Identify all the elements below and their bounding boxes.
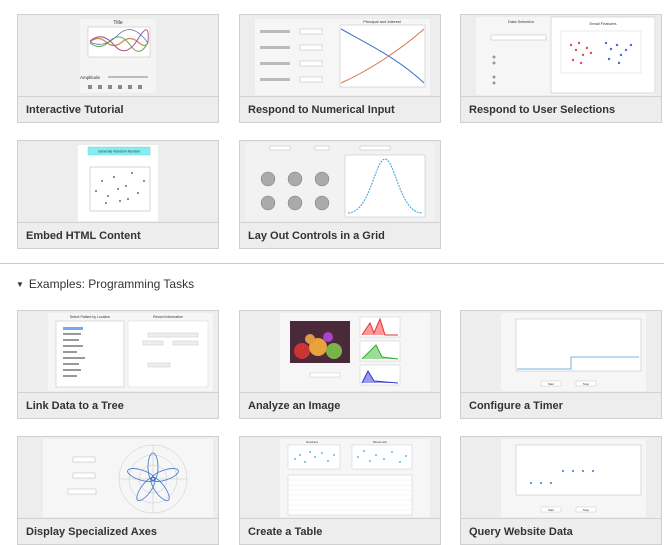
card-configure-timer[interactable]: Start Stop Configure a Timer bbox=[460, 310, 662, 419]
card-analyze-image[interactable]: Analyze an Image bbox=[239, 310, 441, 419]
thumb-html-button: Generate Random Number bbox=[98, 150, 141, 154]
card-respond-numerical-input[interactable]: Principal and Interest Respond to Numeri… bbox=[239, 14, 441, 123]
card-respond-user-selections[interactable]: Data Selection Email Features Respond to… bbox=[460, 14, 662, 123]
section-header[interactable]: ▼ Examples: Programming Tasks bbox=[16, 277, 194, 291]
thumbnail-specialized-axes bbox=[18, 437, 218, 519]
thumb-stop-button: Stop bbox=[583, 508, 590, 512]
card-interactive-tutorial[interactable]: Title Amplitude Interactive Tutorial bbox=[17, 14, 219, 123]
thumbnail-user-selections: Data Selection Email Features bbox=[461, 15, 661, 97]
thumb-stop-button: Stop bbox=[583, 382, 590, 386]
section-divider bbox=[0, 263, 664, 264]
thumbnail-query-website: Start Stop bbox=[461, 437, 661, 519]
card-caption: Create a Table bbox=[240, 518, 440, 544]
thumb-amplitude-label: Amplitude bbox=[80, 75, 101, 80]
card-lay-out-grid[interactable]: Lay Out Controls in a Grid bbox=[239, 140, 441, 249]
thumb-title: Select Patient by Location bbox=[70, 315, 111, 319]
card-caption: Analyze an Image bbox=[240, 392, 440, 418]
card-caption: Query Website Data bbox=[461, 518, 661, 544]
card-specialized-axes[interactable]: Display Specialized Axes bbox=[17, 436, 219, 545]
card-caption: Interactive Tutorial bbox=[18, 96, 218, 122]
card-caption: Respond to Numerical Input bbox=[240, 96, 440, 122]
thumbnail-analyze-image bbox=[240, 311, 440, 393]
thumb-title-2: Movement bbox=[373, 440, 387, 444]
thumb-title: Title bbox=[113, 20, 122, 26]
card-create-table[interactable]: Numbers Movement Create a Table bbox=[239, 436, 441, 545]
card-caption: Link Data to a Tree bbox=[18, 392, 218, 418]
card-link-data-tree[interactable]: Select Patient by Location Record Inform… bbox=[17, 310, 219, 419]
thumb-title: Principal and Interest bbox=[363, 19, 401, 24]
thumb-title: Data Selection bbox=[508, 19, 534, 24]
card-query-website[interactable]: Start Stop Query Website Data bbox=[460, 436, 662, 545]
section-title: Examples: Programming Tasks bbox=[28, 277, 195, 291]
card-caption: Embed HTML Content bbox=[18, 222, 218, 248]
caret-down-icon: ▼ bbox=[16, 279, 24, 289]
thumbnail-link-tree: Select Patient by Location Record Inform… bbox=[18, 311, 218, 393]
card-embed-html[interactable]: Generate Random Number Embed HTML Conten… bbox=[17, 140, 219, 249]
thumbnail-grid-layout bbox=[240, 141, 440, 223]
thumb-title-2: Email Features bbox=[590, 21, 617, 26]
thumb-start-button: Start bbox=[548, 508, 555, 512]
thumb-title-2: Record Information bbox=[153, 315, 183, 319]
card-caption: Lay Out Controls in a Grid bbox=[240, 222, 440, 248]
thumbnail-embed-html: Generate Random Number bbox=[18, 141, 218, 223]
thumb-title: Numbers bbox=[306, 440, 319, 444]
thumbnail-interactive-tutorial: Title Amplitude bbox=[18, 15, 218, 97]
card-caption: Respond to User Selections bbox=[461, 96, 661, 122]
thumbnail-configure-timer: Start Stop bbox=[461, 311, 661, 393]
thumbnail-numerical-input: Principal and Interest bbox=[240, 15, 440, 97]
card-caption: Display Specialized Axes bbox=[18, 518, 218, 544]
thumb-start-button: Start bbox=[548, 382, 555, 386]
card-caption: Configure a Timer bbox=[461, 392, 661, 418]
thumbnail-create-table: Numbers Movement bbox=[240, 437, 440, 519]
